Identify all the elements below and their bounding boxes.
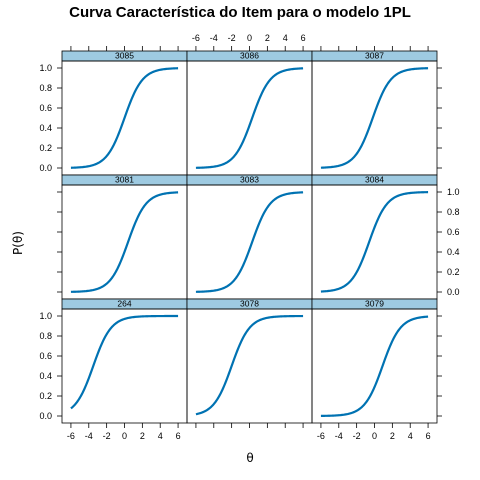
x-tick-label-top: 0 [247, 33, 252, 43]
panel-3079: 3079 [311, 298, 438, 424]
panel-frame [311, 184, 438, 300]
x-tick-label: -6 [67, 431, 75, 441]
panel-strip-label: 3083 [240, 175, 259, 185]
panel-frame [61, 184, 188, 300]
x-tick-label: 6 [426, 431, 431, 441]
panel-3087: 3087 [311, 50, 438, 176]
icc-curve-3078 [195, 314, 304, 416]
y-tick-label-right: 1.0 [447, 187, 460, 197]
y-tick-label-right: 0.2 [447, 267, 460, 277]
panel-frame [186, 184, 313, 300]
panel-264: 264 [61, 298, 188, 424]
y-tick-label-right: 0.4 [447, 247, 460, 257]
y-tick-label: 1.0 [39, 311, 52, 321]
x-tick-label: 4 [408, 431, 413, 441]
x-tick-label: 6 [176, 431, 181, 441]
x-tick-label: 0 [122, 431, 127, 441]
y-tick-label-right: 0.8 [447, 207, 460, 217]
panel-strip-label: 3086 [240, 51, 259, 61]
axes-layer: -6 -4 -2 0 2 4 6 -6 -4 -2 0 2 4 6 -6 -4 -2 0 2 4 6 0.0 0.2 0.4 0… [39, 33, 459, 441]
x-tick-label-top: 6 [301, 33, 306, 43]
panel-3083: 3083 [186, 174, 313, 300]
panel-frame [61, 308, 188, 424]
x-tick-label: 2 [390, 431, 395, 441]
y-tick-label: 0.8 [39, 83, 52, 93]
panel-3081: 3081 [61, 174, 188, 300]
x-tick-label: 2 [140, 431, 145, 441]
y-tick-label-right: 0.6 [447, 227, 460, 237]
icc-curve-3083 [195, 191, 304, 293]
x-tick-label-top: 4 [283, 33, 288, 43]
y-tick-label-right: 0.0 [447, 287, 460, 297]
icc-curve-264 [70, 314, 179, 410]
x-tick-label-top: 2 [265, 33, 270, 43]
chart-title: Curva Característica do Item para o mode… [69, 4, 411, 21]
x-tick-label: -4 [335, 431, 343, 441]
y-tick-label: 0.4 [39, 371, 52, 381]
panel-strip-label: 3081 [115, 175, 134, 185]
panel-frame [186, 60, 313, 176]
panel-frame [186, 308, 313, 424]
y-tick-label: 0.2 [39, 391, 52, 401]
y-tick-label: 0.2 [39, 143, 52, 153]
x-axis-label: θ [246, 451, 253, 465]
y-tick-label: 0.8 [39, 331, 52, 341]
icc-curve-3079 [320, 315, 429, 417]
icc-curve-3085 [70, 67, 179, 169]
y-axis-label: P(θ) [11, 231, 25, 255]
x-tick-label: 0 [372, 431, 377, 441]
panel-frame [311, 60, 438, 176]
panel-strip-label: 264 [117, 299, 131, 309]
panel-strip-label: 3087 [365, 51, 384, 61]
icc-curve-3087 [320, 67, 429, 169]
panel-strip-label: 3079 [365, 299, 384, 309]
panel-3084: 3084 [311, 174, 438, 300]
panel-3086: 3086 [186, 50, 313, 176]
panel-grid: 3085 3086 3087 3081 3083 3084 264 3078 3079 [61, 50, 438, 424]
y-tick-label: 0.6 [39, 103, 52, 113]
x-tick-label: 4 [158, 431, 163, 441]
x-tick-label-top: -2 [228, 33, 236, 43]
y-tick-label: 0.6 [39, 351, 52, 361]
y-tick-label: 0.0 [39, 163, 52, 173]
icc-curve-3084 [320, 191, 429, 293]
y-tick-label: 0.4 [39, 123, 52, 133]
panel-3078: 3078 [186, 298, 313, 424]
panel-strip-label: 3078 [240, 299, 259, 309]
panel-frame [311, 308, 438, 424]
panel-3085: 3085 [61, 50, 188, 176]
y-tick-label: 0.0 [39, 411, 52, 421]
x-tick-label: -2 [353, 431, 361, 441]
x-tick-label: -2 [103, 431, 111, 441]
x-tick-label-top: -4 [210, 33, 218, 43]
panel-strip-label: 3085 [115, 51, 134, 61]
icc-curve-3086 [195, 67, 304, 169]
x-tick-label: -4 [85, 431, 93, 441]
x-tick-label-top: -6 [192, 33, 200, 43]
icc-curve-3081 [70, 191, 179, 293]
panel-strip-label: 3084 [365, 175, 384, 185]
y-tick-label: 1.0 [39, 63, 52, 73]
x-tick-label: -6 [317, 431, 325, 441]
